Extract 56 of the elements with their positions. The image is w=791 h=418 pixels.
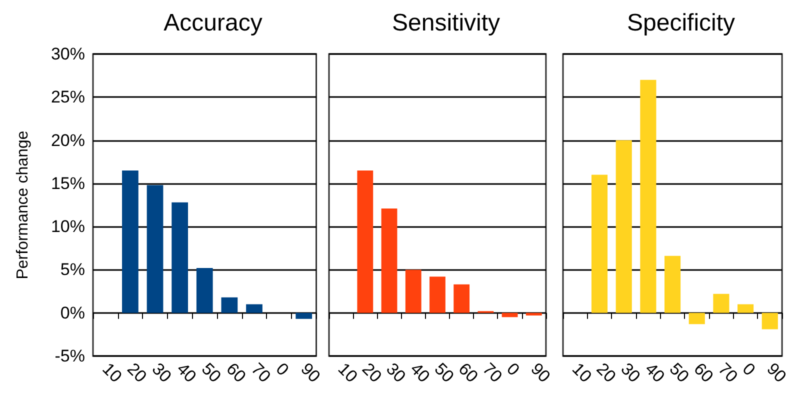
x-tick-label: 40 xyxy=(406,359,434,386)
bar xyxy=(296,312,312,319)
x-tick-label: 30 xyxy=(382,359,410,386)
y-tick-label: 15% xyxy=(50,174,85,193)
bar xyxy=(405,270,422,313)
x-tick-label: 70 xyxy=(248,359,274,386)
x-tick-label: 90 xyxy=(297,359,324,386)
chart-title: Specificity xyxy=(626,10,736,36)
bar xyxy=(738,304,754,313)
bar xyxy=(122,170,138,313)
bar xyxy=(526,312,542,316)
bar xyxy=(357,170,374,313)
bar xyxy=(454,284,470,313)
bar xyxy=(640,80,656,313)
x-tick-label: 60 xyxy=(222,359,250,386)
bar xyxy=(221,297,238,313)
bar xyxy=(664,256,681,313)
x-tick-label: 90 xyxy=(763,359,790,386)
y-tick-label: 20% xyxy=(50,130,85,150)
x-tick-label: 10 xyxy=(568,359,596,386)
bar xyxy=(246,304,262,313)
x-tick-label: 30 xyxy=(148,359,176,386)
y-tick-label: 10% xyxy=(50,217,85,236)
x-tick-label: 0 xyxy=(503,359,524,380)
y-tick-label: 0% xyxy=(60,303,85,322)
x-tick-label: 10 xyxy=(98,359,126,386)
x-tick-label: 20 xyxy=(592,359,620,386)
y-tick-label: -5% xyxy=(54,346,85,366)
x-tick-label: 20 xyxy=(123,359,150,386)
x-tick-label: 40 xyxy=(173,359,200,386)
x-tick-label: 90 xyxy=(527,359,554,386)
x-tick-label: 40 xyxy=(641,359,668,386)
bar xyxy=(762,312,778,330)
x-tick-label: 0 xyxy=(738,359,759,380)
y-tick-label: 5% xyxy=(60,260,85,280)
x-tick-label: 50 xyxy=(198,359,225,386)
bar xyxy=(502,312,518,318)
bar xyxy=(381,208,398,313)
y-tick-label: 25% xyxy=(50,88,85,107)
bar xyxy=(146,185,164,313)
y-tick-label: 30% xyxy=(50,44,85,64)
x-tick-label: 0 xyxy=(272,359,292,380)
bar xyxy=(616,140,632,313)
bar xyxy=(172,202,188,313)
x-tick-label: 50 xyxy=(666,359,693,386)
y-axis-title: Performance change xyxy=(14,130,32,280)
x-tick-label: 70 xyxy=(714,359,742,386)
chart-title: Accuracy xyxy=(164,10,262,36)
bar xyxy=(430,276,446,313)
x-tick-label: 30 xyxy=(617,359,644,386)
bar xyxy=(591,174,608,313)
x-tick-label: 60 xyxy=(690,359,717,386)
bar xyxy=(688,312,705,324)
bar xyxy=(196,268,213,313)
chart-title: Sensitivity xyxy=(392,10,500,36)
bar xyxy=(713,294,730,313)
